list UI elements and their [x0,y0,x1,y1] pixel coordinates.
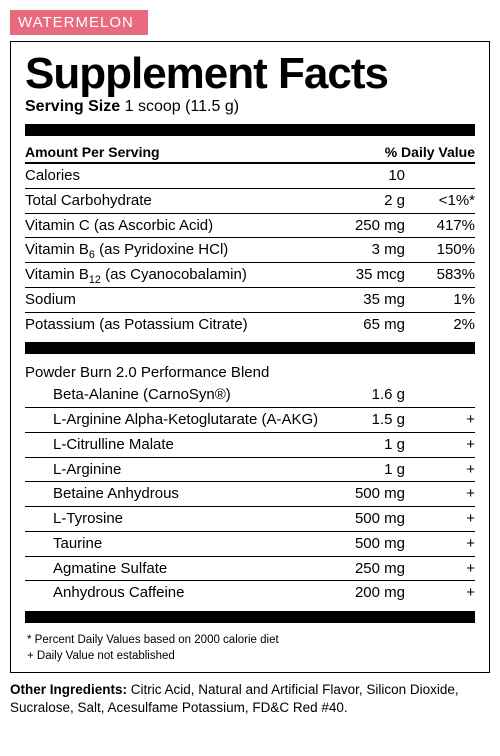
serving-size-label: Serving Size [25,98,120,115]
blend-ingredient-dv: + [411,535,475,554]
blend-ingredient-dv: + [411,584,475,603]
nutrient-dv: 1% [411,291,475,310]
nutrient-amount: 65 mg [327,316,411,335]
blend-ingredient-amount: 500 mg [327,510,411,529]
other-ingredients-label: Other Ingredients: [10,682,127,697]
blend-row: L-Tyrosine500 mg+ [25,506,475,531]
nutrient-dv: 417% [411,217,475,236]
blend-ingredient-dv: + [411,485,475,504]
blend-row: Taurine500 mg+ [25,531,475,556]
flavor-tag: WATERMELON [10,10,148,35]
blend-ingredient-name: Betaine Anhydrous [25,485,327,504]
blend-row: L-Arginine1 g+ [25,457,475,482]
blend-ingredient-name: L-Arginine Alpha-Ketoglutarate (A-AKG) [25,411,327,430]
blend-ingredient-name: Beta-Alanine (CarnoSyn®) [25,386,327,405]
blend-ingredient-amount: 250 mg [327,560,411,579]
nutrient-dv: 583% [411,266,475,285]
nutrient-name: Vitamin B12 (as Cyanocobalamin) [25,266,327,285]
blend-ingredient-amount: 500 mg [327,535,411,554]
blend-ingredient-amount: 1 g [327,436,411,455]
nutrient-row: Sodium35 mg1% [25,287,475,312]
blend-ingredient-dv: + [411,436,475,455]
nutrient-row: Calories10 [25,163,475,188]
blend-ingredient-dv: + [411,510,475,529]
nutrient-name: Vitamin B6 (as Pyridoxine HCl) [25,241,327,260]
nutrient-row: Total Carbohydrate2 g<1%* [25,188,475,213]
panel-title: Supplement Facts [25,52,475,96]
other-ingredients: Other Ingredients: Citric Acid, Natural … [10,681,490,717]
nutrient-amount: 3 mg [327,241,411,260]
nutrient-name: Potassium (as Potassium Citrate) [25,316,327,335]
nutrient-name: Sodium [25,291,327,310]
blend-row: Betaine Anhydrous500 mg+ [25,481,475,506]
blend-ingredient-dv: + [411,411,475,430]
footnotes: * Percent Daily Values based on 2000 cal… [25,629,475,664]
header-amount-per-serving: Amount Per Serving [25,144,160,160]
nutrient-name: Calories [25,167,327,186]
nutrient-name: Vitamin C (as Ascorbic Acid) [25,217,327,236]
nutrient-amount: 10 [327,167,411,186]
blend-ingredient-name: L-Citrulline Malate [25,436,327,455]
blend-ingredient-amount: 1.6 g [327,386,411,405]
nutrient-dv: 2% [411,316,475,335]
nutrient-row: Vitamin B12 (as Cyanocobalamin)35 mcg583… [25,262,475,287]
blend-ingredient-name: L-Tyrosine [25,510,327,529]
blend-ingredient-name: Taurine [25,535,327,554]
nutrient-row: Potassium (as Potassium Citrate)65 mg2% [25,312,475,337]
nutrient-row: Vitamin B6 (as Pyridoxine HCl)3 mg150% [25,237,475,262]
divider-bar [25,611,475,623]
blend-ingredient-name: Agmatine Sulfate [25,560,327,579]
blend-ingredient-amount: 500 mg [327,485,411,504]
nutrient-amount: 250 mg [327,217,411,236]
nutrient-row: Vitamin C (as Ascorbic Acid)250 mg417% [25,213,475,238]
blend-section: Beta-Alanine (CarnoSyn®)1.6 gL-Arginine … [25,383,475,605]
blend-title: Powder Burn 2.0 Performance Blend [25,360,475,383]
divider-bar [25,124,475,136]
blend-row: L-Arginine Alpha-Ketoglutarate (A-AKG)1.… [25,407,475,432]
blend-row: Anhydrous Caffeine200 mg+ [25,580,475,605]
nutrient-name: Total Carbohydrate [25,192,327,211]
nutrient-amount: 35 mcg [327,266,411,285]
blend-ingredient-name: Anhydrous Caffeine [25,584,327,603]
nutrient-dv: <1%* [411,192,475,211]
divider-bar [25,342,475,354]
nutrients-section: Calories10Total Carbohydrate2 g<1%*Vitam… [25,163,475,336]
serving-size: Serving Size 1 scoop (11.5 g) [25,98,475,116]
header-daily-value: % Daily Value [385,144,475,160]
blend-row: L-Citrulline Malate1 g+ [25,432,475,457]
nutrient-amount: 35 mg [327,291,411,310]
serving-size-value: 1 scoop (11.5 g) [125,98,239,115]
blend-ingredient-name: L-Arginine [25,461,327,480]
blend-ingredient-dv: + [411,461,475,480]
blend-row: Beta-Alanine (CarnoSyn®)1.6 g [25,383,475,407]
blend-ingredient-dv: + [411,560,475,579]
blend-ingredient-amount: 1.5 g [327,411,411,430]
footnote-dv-not-established: + Daily Value not established [27,649,475,665]
blend-ingredient-amount: 200 mg [327,584,411,603]
supplement-facts-panel: Supplement Facts Serving Size 1 scoop (1… [10,41,490,673]
blend-ingredient-amount: 1 g [327,461,411,480]
nutrient-amount: 2 g [327,192,411,211]
footnote-pdv: * Percent Daily Values based on 2000 cal… [27,633,475,649]
blend-row: Agmatine Sulfate250 mg+ [25,556,475,581]
header-row: Amount Per Serving % Daily Value [25,142,475,162]
nutrient-dv: 150% [411,241,475,260]
